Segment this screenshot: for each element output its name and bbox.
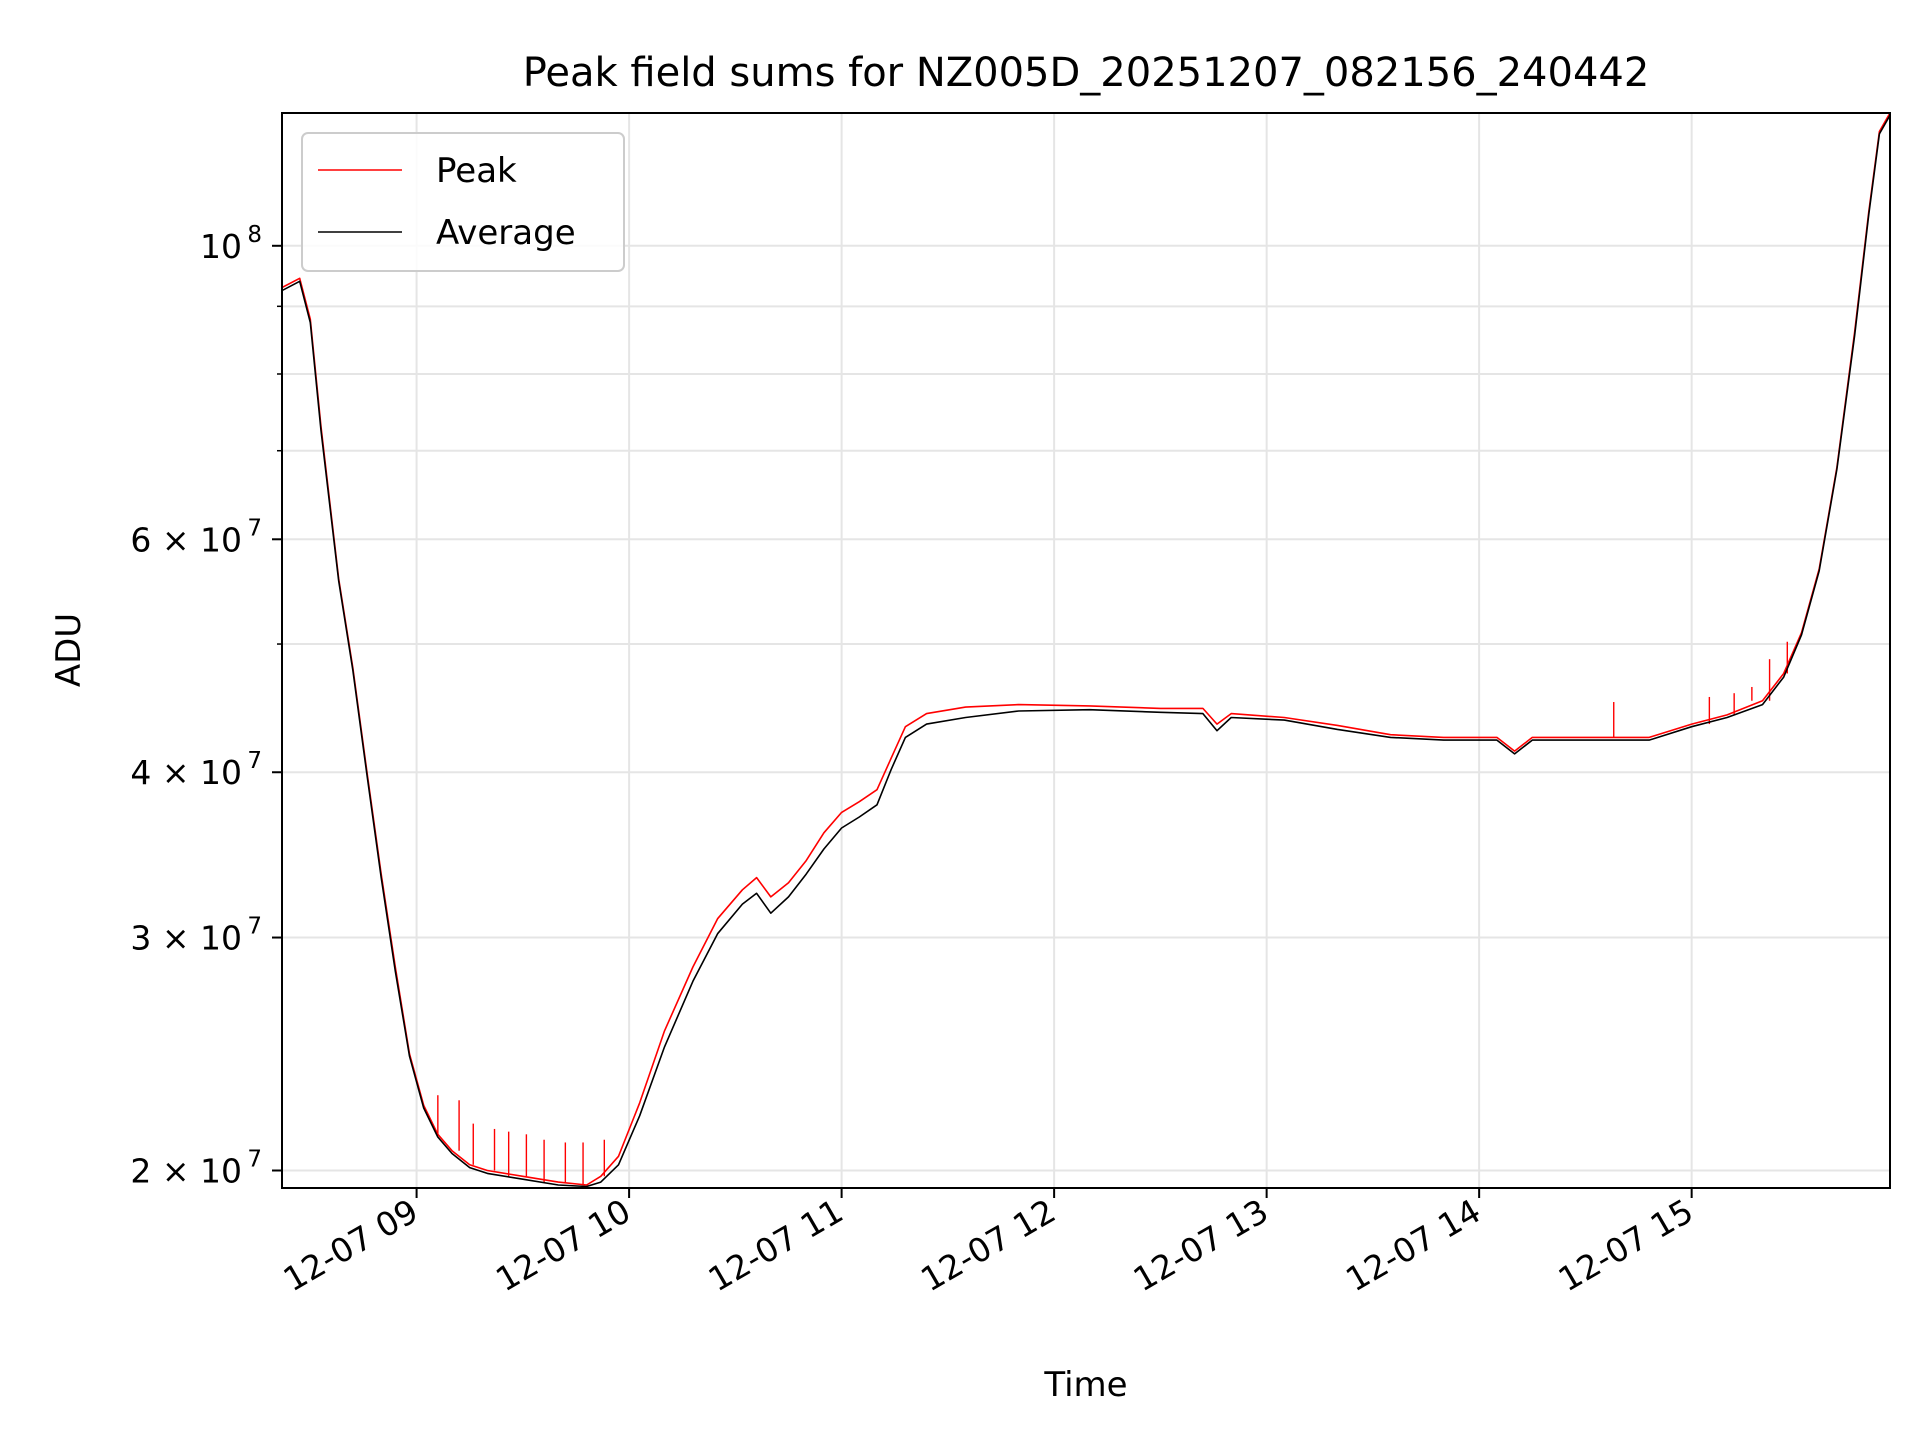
grid — [282, 113, 1890, 1188]
y-tick-label: 3 × 10 — [130, 919, 242, 958]
y-tick-exponent: 8 — [247, 222, 262, 248]
y-tick-exponent: 7 — [247, 748, 262, 774]
y-tick-label: 6 × 10 — [130, 520, 242, 559]
series-line-peak — [282, 113, 1890, 1186]
legend-label-average: Average — [436, 213, 576, 253]
x-axis-label: Time — [1043, 1365, 1127, 1405]
series-layer — [282, 113, 1890, 1188]
chart-title: Peak field sums for NZ005D_20251207_0821… — [523, 50, 1650, 96]
y-tick-label: 2 × 10 — [130, 1151, 242, 1190]
y-tick-label: 4 × 10 — [130, 753, 242, 792]
legend-label-peak: Peak — [436, 151, 517, 191]
y-tick-exponent: 7 — [247, 515, 262, 541]
legend-box — [301, 132, 625, 272]
y-tick-label: 10 — [200, 227, 242, 266]
series-line-average — [282, 114, 1890, 1188]
plot-frame — [281, 112, 1891, 1189]
y-axis-label: ADU — [49, 613, 89, 687]
y-tick-exponent: 7 — [247, 914, 262, 940]
y-tick-exponent: 7 — [247, 1146, 262, 1172]
legend: Peak Average — [301, 132, 625, 272]
